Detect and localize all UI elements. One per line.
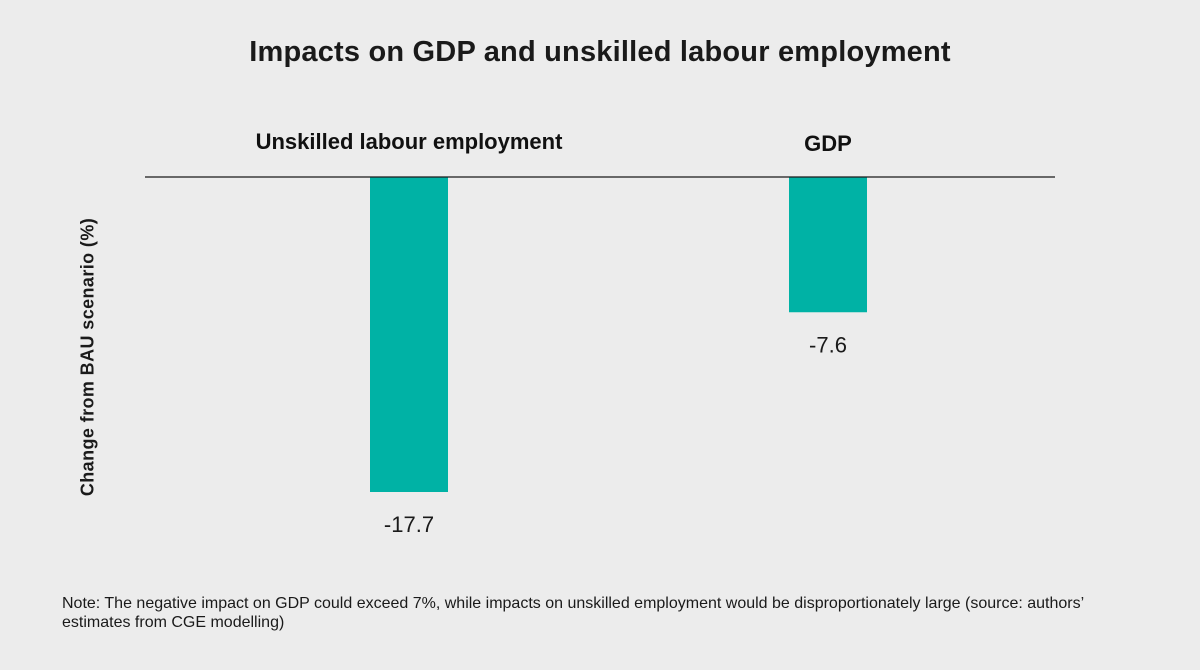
category-label-0: Unskilled labour employment [256, 129, 564, 154]
bar-0 [370, 177, 448, 492]
chart-title: Impacts on GDP and unskilled labour empl… [249, 36, 951, 68]
chart-note: Note: The negative impact on GDP could e… [62, 595, 1084, 631]
value-label-1: -7.6 [809, 332, 847, 357]
bars-layer: Unskilled labour employment -17.7 GDP -7.6 [256, 129, 867, 537]
bar-1 [789, 177, 867, 313]
category-label-1: GDP [804, 131, 852, 156]
value-label-0: -17.7 [384, 512, 434, 537]
